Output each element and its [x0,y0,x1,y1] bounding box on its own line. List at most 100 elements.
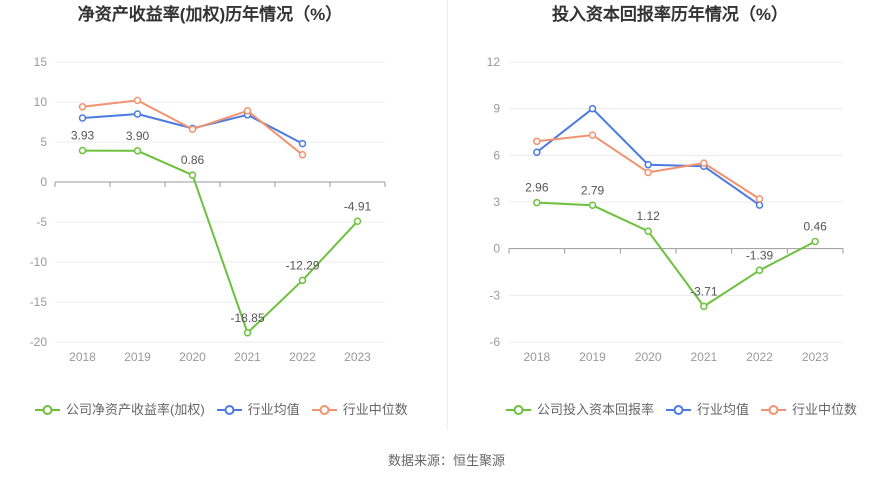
series-0-point[interactable] [133,147,142,155]
series-1-point[interactable] [755,201,764,209]
legend-label: 行业中位数 [792,402,858,417]
series-1-point[interactable] [644,160,652,169]
x-tick-label: 2023 [802,350,829,364]
y-tick-label: -3 [489,288,500,302]
series-2-point[interactable] [644,168,652,177]
legend-item[interactable]: 行业均值 [666,401,749,419]
y-tick-label: 9 [493,102,500,116]
legend-label: 公司投入资本回报率 [537,402,655,417]
series-1-group [533,104,764,209]
y-tick-label: 15 [34,55,48,69]
legend-label: 行业均值 [697,402,750,417]
series-2-point[interactable] [298,151,307,159]
legend-item[interactable]: 行业中位数 [761,401,857,419]
x-tick-label: 2022 [746,350,773,364]
y-tick-label: 0 [493,242,500,256]
roic-chart-title: 投入资本回报率历年情况（%） [551,5,789,24]
series-0-data-label: 3.90 [126,129,150,143]
charts-canvas: 15 10 5 0 -5 -10 -15 -20 2018 2019 2020 2021 2022 202… [30,55,844,364]
x-tick-label: 2022 [289,350,316,364]
data-source-note: 数据来源：恒生聚源 [387,453,505,468]
y-tick-label: 3 [493,195,500,209]
roe-chart-title: 净资产收益率(加权)历年情况（%） [77,5,343,24]
series-0-point[interactable] [644,227,652,235]
y-tick-label: -15 [30,295,48,309]
series-0-data-label: 1.12 [636,209,660,223]
chart-1-plot-area: 12 9 6 3 0 -3 -6 2018 2019 2020 2021 2022 2023 2.96 2.… [487,55,844,364]
y-tick-label: -6 [489,335,500,349]
series-2-point[interactable] [243,107,252,115]
series-0-point[interactable] [533,198,541,207]
legend-line-marker-icon [311,405,337,415]
y-tick-label: -20 [30,335,48,349]
series-0-data-label: 2.79 [581,183,605,197]
chart-0-plot-area: 15 10 5 0 -5 -10 -15 -20 2018 2019 2020 2021 2022 202… [30,55,386,364]
series-0-group [78,146,362,337]
series-0-point[interactable] [188,171,197,179]
x-tick-label: 2021 [690,350,717,364]
x-tick-label: 2019 [579,350,606,364]
series-0-point[interactable] [298,276,307,285]
series-2-point[interactable] [755,195,764,203]
series-2-point[interactable] [78,103,87,111]
series-2-group [533,131,764,203]
series-0-data-label: -1.39 [746,248,774,262]
series-0-data-label: -18.85 [230,311,264,325]
y-tick-label: 10 [34,95,48,109]
x-tick-label: 2019 [124,350,151,364]
series-1-point[interactable] [533,148,541,156]
y-tick-label: -5 [36,215,47,229]
series-1-line [536,107,761,206]
series-0-data-label: 2.96 [525,181,549,195]
y-tick-label: 0 [40,175,47,189]
legend-item[interactable]: 行业中位数 [311,401,408,419]
series-0-point[interactable] [78,146,87,155]
legend-line-marker-icon [506,405,531,415]
legend-label: 行业均值 [247,402,300,417]
series-0-point[interactable] [243,329,252,337]
x-tick-label: 2023 [344,350,371,364]
series-0-point[interactable] [811,237,819,246]
series-2-group [78,96,307,159]
legend-item[interactable]: 公司净资产收益率(加权) [35,401,205,419]
roic-chart-legend: 公司投入资本回报率 行业均值 行业中位数 [506,401,869,419]
series-0-data-label: -3.71 [690,284,718,298]
series-1-point[interactable] [298,139,307,148]
series-2-point[interactable] [588,131,597,139]
x-tick-label: 2018 [523,350,550,364]
x-tick-label: 2018 [69,350,96,364]
series-0-group [533,198,819,311]
chart-divider [447,0,448,430]
series-0-line [82,149,359,334]
x-tick-label: 2020 [179,350,206,364]
series-2-point[interactable] [133,96,142,105]
series-0-data-label: 3.93 [71,129,95,143]
legend-item[interactable]: 行业均值 [216,401,300,419]
series-0-point[interactable] [755,266,764,275]
x-tick-label: 2021 [234,350,261,364]
series-1-point[interactable] [78,114,87,122]
series-0-data-label: 0.86 [181,153,205,167]
series-0-line [536,201,816,308]
y-tick-label: -10 [30,255,48,269]
series-1-point[interactable] [588,104,597,113]
legend-line-marker-icon [35,405,60,415]
legend-label: 行业中位数 [342,402,408,417]
y-tick-label: 5 [40,135,47,149]
x-tick-label: 2020 [635,350,662,364]
legend-line-marker-icon [761,405,787,415]
series-0-data-label: -4.91 [344,199,372,213]
y-tick-label: 12 [487,55,501,69]
legend-item[interactable]: 公司投入资本回报率 [506,401,654,419]
series-0-point[interactable] [588,201,597,210]
series-2-point[interactable] [533,137,541,146]
roe-chart-legend: 公司净资产收益率(加权) 行业均值 行业中位数 [35,401,420,419]
y-tick-label: 6 [493,148,500,162]
series-1-point[interactable] [133,110,142,118]
series-0-point[interactable] [353,217,362,226]
legend-line-marker-icon [216,405,242,415]
series-2-point[interactable] [700,159,708,167]
series-2-point[interactable] [188,125,197,133]
series-0-point[interactable] [700,302,708,311]
